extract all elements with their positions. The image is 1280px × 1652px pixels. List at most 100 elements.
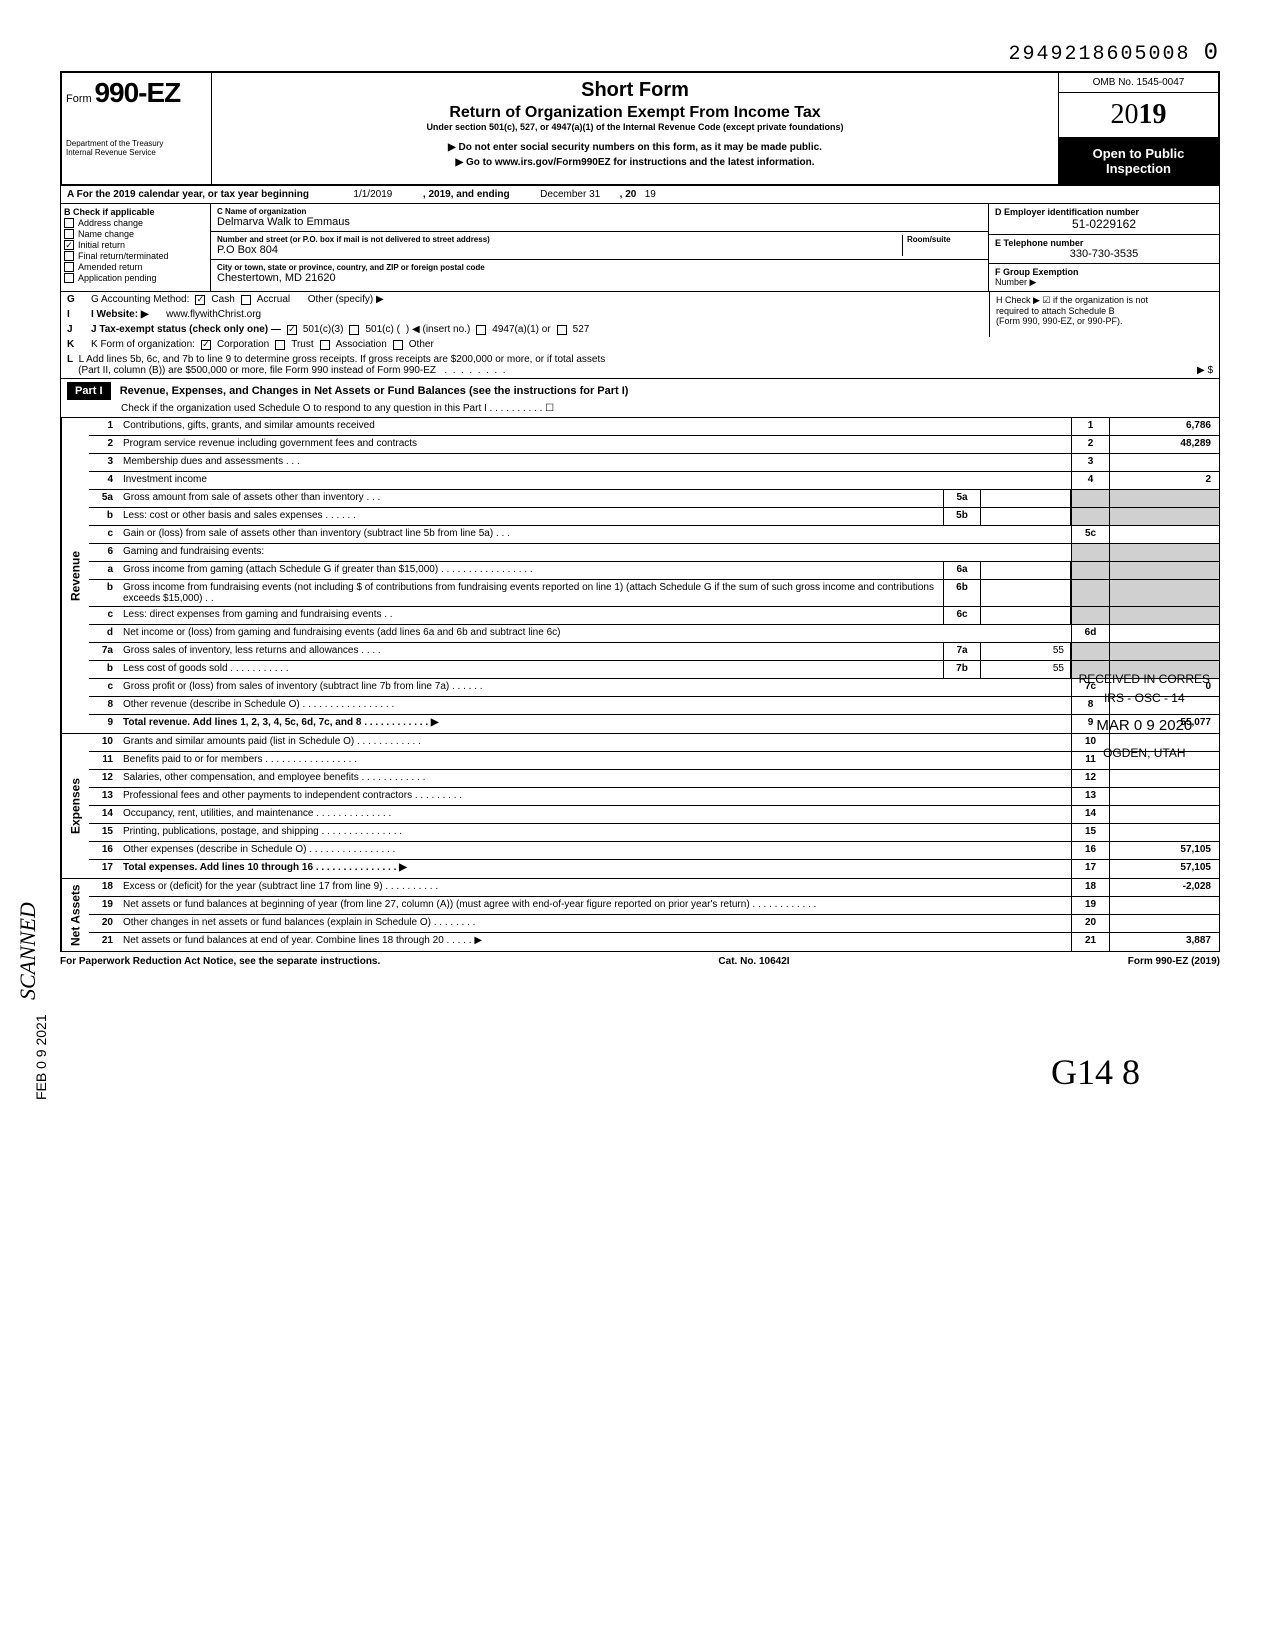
outer-val xyxy=(1109,824,1219,841)
cb-initial-return[interactable] xyxy=(64,240,74,250)
row-a-label: A For the 2019 calendar year, or tax yea… xyxy=(67,189,309,200)
dept-irs: Internal Revenue Service xyxy=(66,148,207,157)
k-text: K Form of organization: xyxy=(91,339,195,350)
instruct-url: ▶ Go to www.irs.gov/Form990EZ for instru… xyxy=(222,157,1048,168)
line-desc: Benefits paid to or for members . . . . … xyxy=(119,752,1071,769)
line-7b: bLess cost of goods sold . . . . . . . .… xyxy=(89,661,1219,679)
cb-cash[interactable] xyxy=(195,295,205,305)
part1-title: Revenue, Expenses, and Changes in Net As… xyxy=(120,385,629,397)
stamp-recv-l3: MAR 0 9 2020 xyxy=(1079,714,1210,738)
cb-final-return[interactable] xyxy=(64,251,74,261)
outer-box: 14 xyxy=(1071,806,1109,823)
handwritten-note: G14 8 xyxy=(60,1051,1220,1093)
lbl-accrual: Accrual xyxy=(257,294,290,305)
cb-trust[interactable] xyxy=(275,340,285,350)
inner-box: 6a xyxy=(943,562,981,579)
lbl-527: 527 xyxy=(573,324,590,335)
lbl-app-pending: Application pending xyxy=(78,273,157,283)
cb-corp[interactable] xyxy=(201,340,211,350)
section-de: D Employer identification number 51-0229… xyxy=(989,204,1219,291)
cb-other-org[interactable] xyxy=(393,340,403,350)
outer-val: 3,887 xyxy=(1109,933,1219,951)
inner-box: 6b xyxy=(943,580,981,606)
lbl-initial-return: Initial return xyxy=(78,240,125,250)
line-desc: Net assets or fund balances at end of ye… xyxy=(119,933,1071,951)
outer-val xyxy=(1109,490,1219,507)
scan-date-stamp: FEB 0 9 2021 xyxy=(30,1014,52,1100)
outer-box xyxy=(1071,490,1109,507)
omb-number: OMB No. 1545-0047 xyxy=(1059,73,1218,93)
inner-box: 7b xyxy=(943,661,981,678)
line-20: 20Other changes in net assets or fund ba… xyxy=(89,915,1219,933)
outer-box xyxy=(1071,580,1109,606)
cb-accrual[interactable] xyxy=(241,295,251,305)
line-4: 4Investment income42 xyxy=(89,472,1219,490)
footer-right: Form 990-EZ (2019) xyxy=(1128,956,1220,967)
lbl-cash: Cash xyxy=(211,294,234,305)
outer-val xyxy=(1109,897,1219,914)
line-desc: Professional fees and other payments to … xyxy=(119,788,1071,805)
line-num: b xyxy=(89,508,119,525)
line-desc: Gain or (loss) from sale of assets other… xyxy=(119,526,1071,543)
line-num: c xyxy=(89,679,119,696)
section-c: C Name of organization Delmarva Walk to … xyxy=(211,204,989,291)
h-line2: required to attach Schedule B xyxy=(996,306,1213,316)
year-begin: 1/1/2019 xyxy=(353,189,392,200)
line-num: 7a xyxy=(89,643,119,660)
line-desc: Gross amount from sale of assets other t… xyxy=(119,490,943,507)
org-city: Chestertown, MD 21620 xyxy=(217,272,982,284)
cb-501c3[interactable] xyxy=(287,325,297,335)
line-num: 21 xyxy=(89,933,119,951)
outer-box: 5c xyxy=(1071,526,1109,543)
year-end-month: December 31 xyxy=(540,189,600,200)
outer-box xyxy=(1071,562,1109,579)
form-header: Form 990-EZ Department of the Treasury I… xyxy=(60,71,1220,186)
line-desc: Gross income from fundraising events (no… xyxy=(119,580,943,606)
cb-527[interactable] xyxy=(557,325,567,335)
line-19: 19Net assets or fund balances at beginni… xyxy=(89,897,1219,915)
cb-501c[interactable] xyxy=(349,325,359,335)
f-label2: Number ▶ xyxy=(995,277,1213,288)
org-street: P.O Box 804 xyxy=(217,244,902,256)
lbl-other-org: Other xyxy=(409,339,434,350)
k-label: K xyxy=(67,339,85,350)
line-21: 21Net assets or fund balances at end of … xyxy=(89,933,1219,951)
lbl-addr-change: Address change xyxy=(78,218,143,228)
line-desc: Total expenses. Add lines 10 through 16 … xyxy=(119,860,1071,878)
line-6: 6Gaming and fundraising events: xyxy=(89,544,1219,562)
inner-val: 55 xyxy=(981,661,1071,678)
cb-app-pending[interactable] xyxy=(64,273,74,283)
line-6b: bGross income from fundraising events (n… xyxy=(89,580,1219,607)
outer-val xyxy=(1109,580,1219,606)
netassets-side-label: Net Assets xyxy=(61,879,89,951)
cb-4947[interactable] xyxy=(476,325,486,335)
open-public-2: Inspection xyxy=(1063,161,1214,176)
instruct-ssn: ▶ Do not enter social security numbers o… xyxy=(222,142,1048,153)
line-num: 13 xyxy=(89,788,119,805)
tax-year: 20201919 xyxy=(1059,93,1218,138)
title-return: Return of Organization Exempt From Incom… xyxy=(222,104,1048,122)
outer-box: 19 xyxy=(1071,897,1109,914)
cb-amended[interactable] xyxy=(64,262,74,272)
line-3: 3Membership dues and assessments . . .3 xyxy=(89,454,1219,472)
cb-addr-change[interactable] xyxy=(64,218,74,228)
row-a-mid: , 2019, and ending xyxy=(423,189,510,200)
inner-box: 6c xyxy=(943,607,981,624)
inner-val xyxy=(981,490,1071,507)
line-5b: bLess: cost or other basis and sales exp… xyxy=(89,508,1219,526)
document-locator-number: 2949218605008 xyxy=(1009,43,1191,66)
cb-assoc[interactable] xyxy=(320,340,330,350)
line-num: 3 xyxy=(89,454,119,471)
cb-name-change[interactable] xyxy=(64,229,74,239)
outer-box: 13 xyxy=(1071,788,1109,805)
c-name-label: C Name of organization xyxy=(217,207,982,216)
line-num: d xyxy=(89,625,119,642)
line-num: 1 xyxy=(89,418,119,435)
outer-box: 16 xyxy=(1071,842,1109,859)
website: www.flywithChrist.org xyxy=(166,309,261,320)
h-line3: (Form 990, 990-EZ, or 990-PF). xyxy=(996,316,1213,326)
line-17: 17Total expenses. Add lines 10 through 1… xyxy=(89,860,1219,878)
part1-header: Part I xyxy=(67,382,111,400)
expenses-side-label: Expenses xyxy=(61,734,89,878)
org-name: Delmarva Walk to Emmaus xyxy=(217,216,982,228)
